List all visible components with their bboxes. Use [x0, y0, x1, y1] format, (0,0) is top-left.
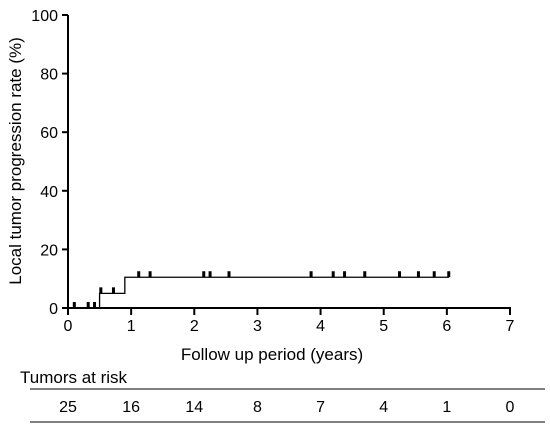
x-tick-label-7: 7: [506, 318, 515, 335]
x-tick-label-2: 2: [190, 318, 199, 335]
risk-value-year-4: 7: [316, 399, 325, 416]
risk-value-year-7: 0: [506, 399, 515, 416]
censor-mark-17: [447, 271, 451, 278]
risk-value-year-2: 14: [185, 399, 203, 416]
risk-value-year-3: 8: [253, 399, 262, 416]
y-axis-title: Local tumor progression rate (%): [6, 37, 25, 285]
y-axis-ticks: 0 20 40 60 80 100: [31, 8, 68, 318]
x-tick-label-5: 5: [379, 318, 388, 335]
risk-value-year-1: 16: [122, 399, 140, 416]
y-tick-label-100: 100: [31, 8, 58, 25]
censor-mark-5: [137, 271, 141, 278]
progression-curve: [68, 276, 449, 309]
x-tick-label-6: 6: [442, 318, 451, 335]
censor-mark-16: [432, 271, 436, 278]
x-tick-label-1: 1: [127, 318, 136, 335]
censor-mark-3: [99, 287, 103, 294]
censor-mark-0: [72, 302, 76, 308]
censor-mark-15: [416, 271, 420, 278]
y-tick-label-60: 60: [40, 125, 58, 142]
y-tick-label-0: 0: [49, 301, 58, 318]
risk-value-year-5: 4: [379, 399, 388, 416]
censor-mark-12: [343, 271, 347, 278]
risk-table-values: 25 16 14 8 7 4 1 0: [59, 399, 514, 416]
censor-mark-1: [86, 302, 90, 308]
censor-mark-4: [111, 287, 115, 294]
censor-mark-13: [363, 271, 367, 278]
x-axis-ticks: 0 1 2 3 4 5 6 7: [64, 308, 515, 335]
censor-mark-6: [148, 271, 152, 278]
risk-value-year-6: 1: [442, 399, 451, 416]
censor-mark-7: [202, 271, 206, 278]
y-tick-label-40: 40: [40, 184, 58, 201]
x-tick-label-0: 0: [64, 318, 73, 335]
censor-mark-8: [208, 271, 212, 278]
risk-value-year-0: 25: [59, 399, 77, 416]
censor-mark-10: [309, 271, 313, 278]
censor-marks: [72, 271, 451, 308]
x-tick-label-4: 4: [316, 318, 325, 335]
x-axis-title: Follow up period (years): [181, 345, 363, 364]
y-tick-label-20: 20: [40, 242, 58, 259]
y-tick-label-80: 80: [40, 67, 58, 84]
censor-mark-2: [93, 302, 97, 308]
censor-mark-14: [398, 271, 401, 278]
censor-mark-11: [331, 271, 335, 278]
censor-mark-9: [227, 271, 231, 278]
x-tick-label-3: 3: [253, 318, 262, 335]
risk-table-title: Tumors at risk: [20, 368, 128, 387]
